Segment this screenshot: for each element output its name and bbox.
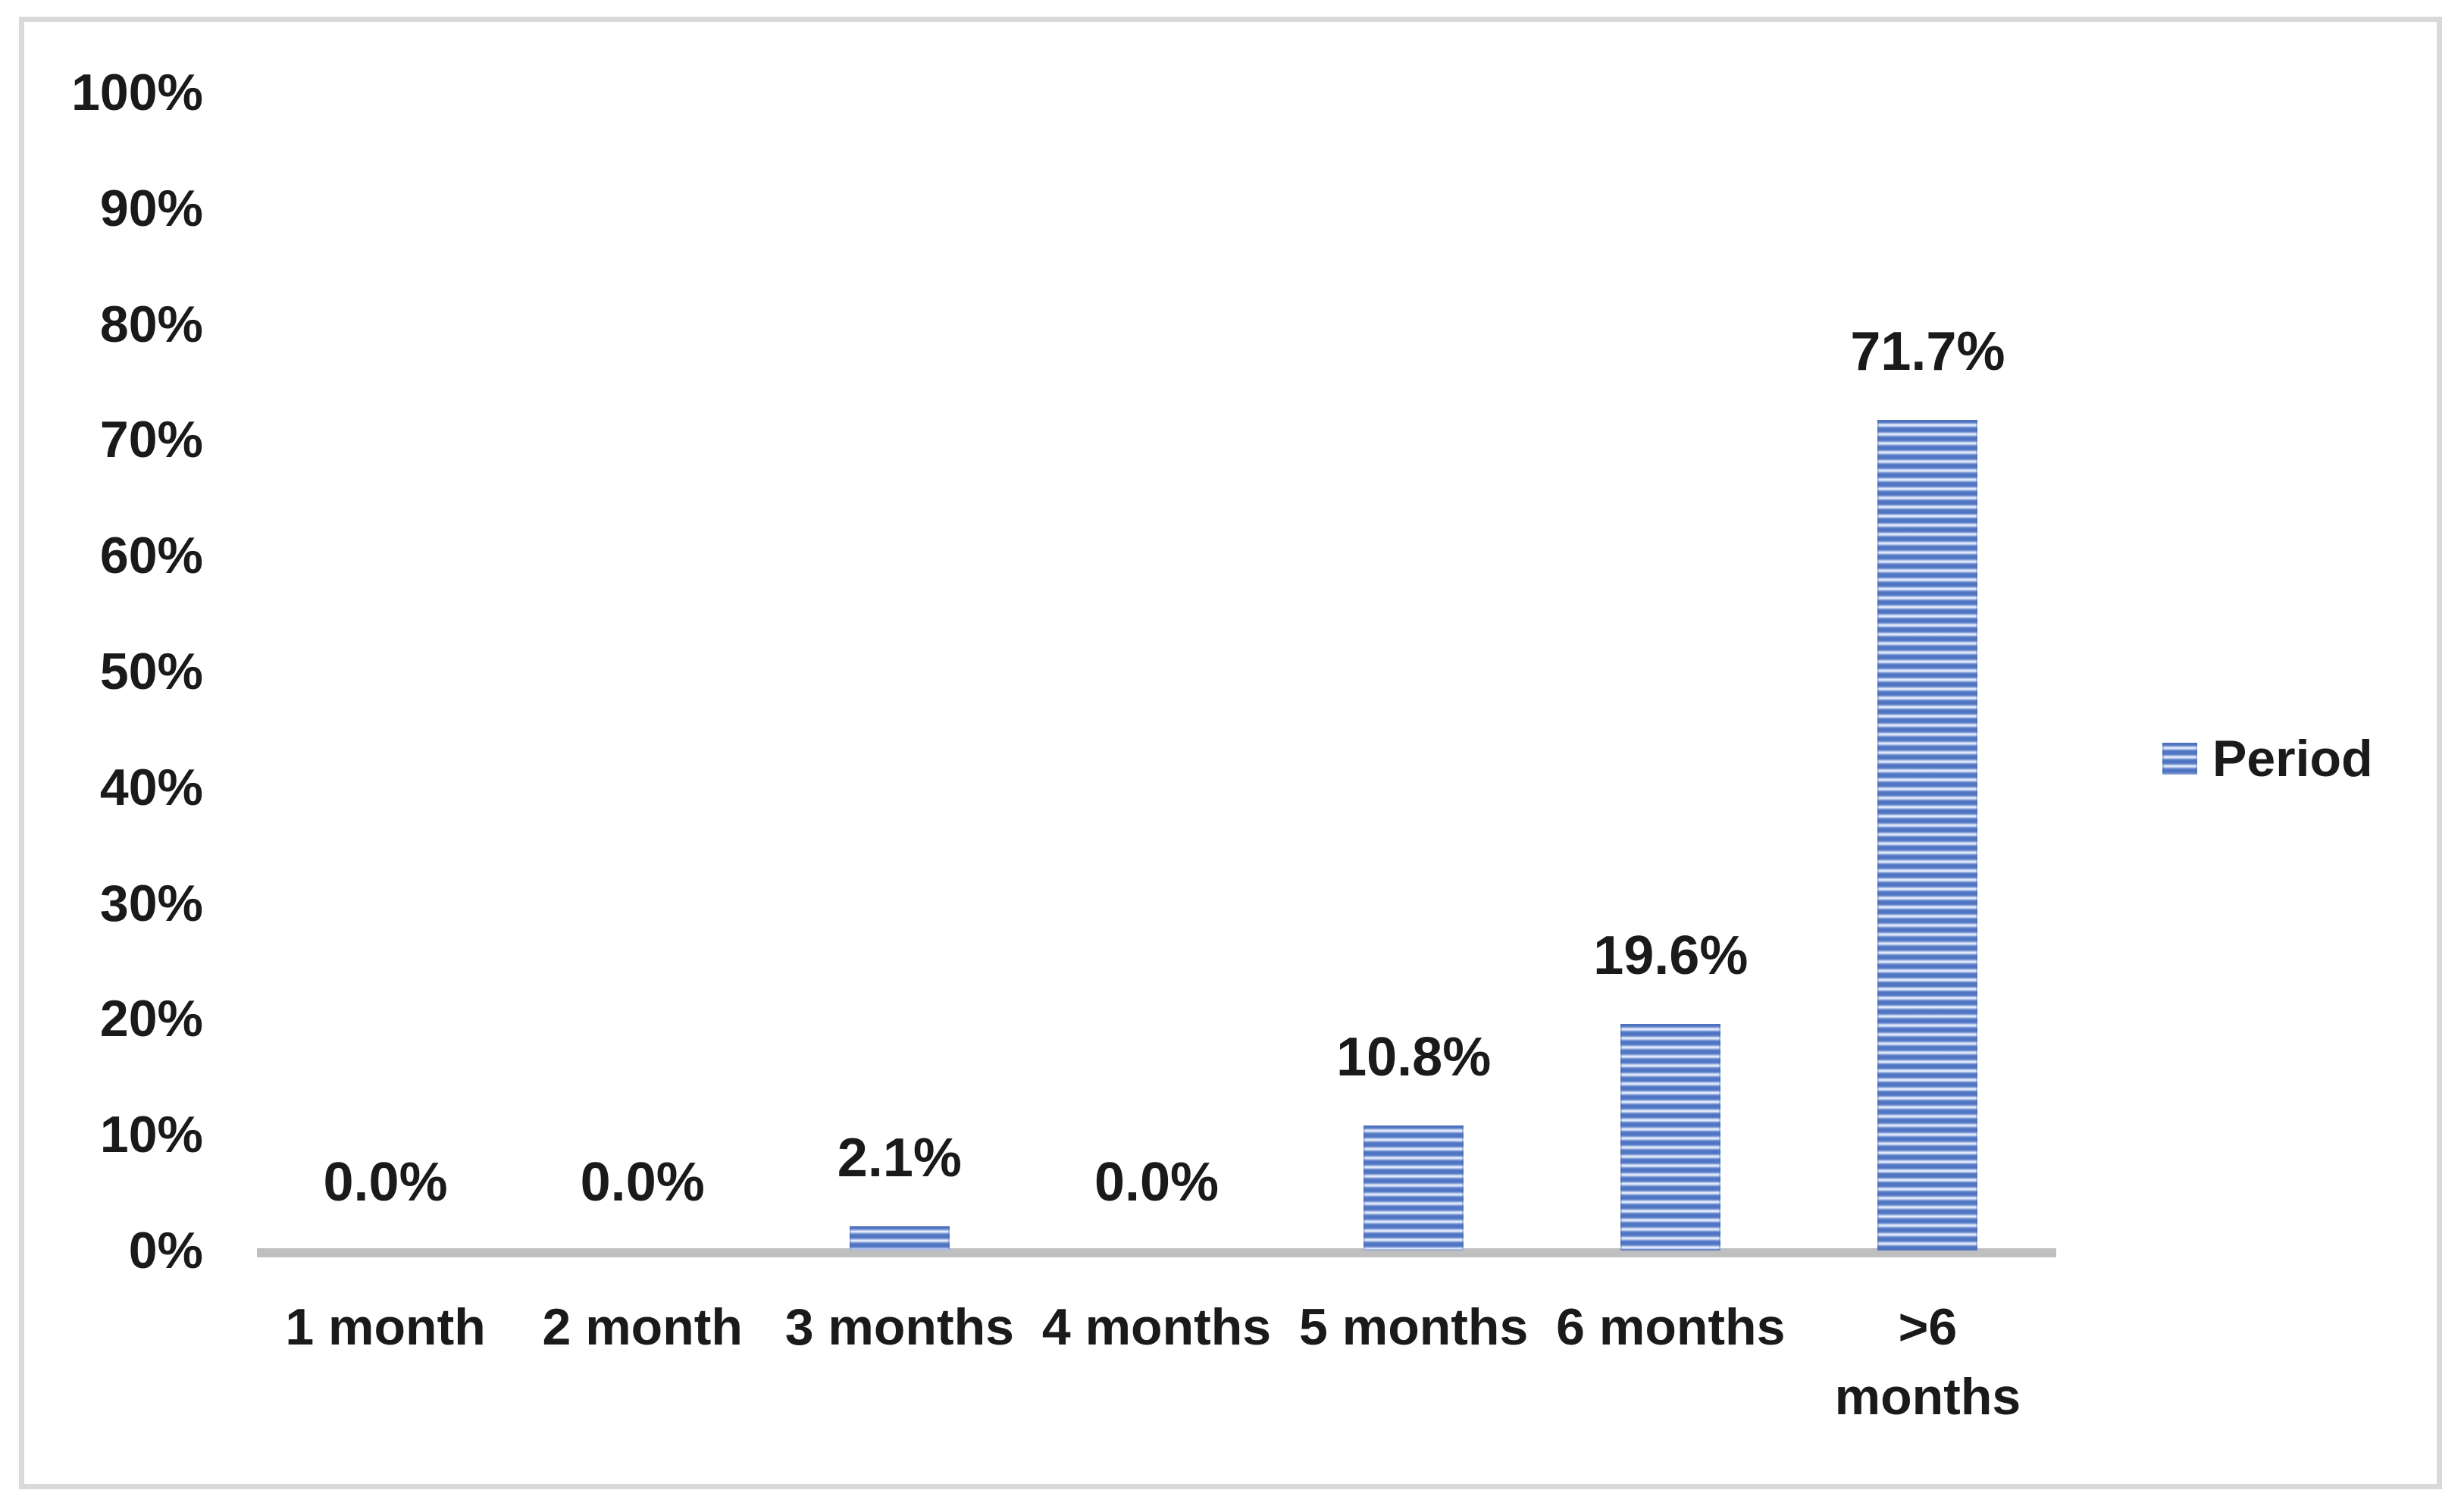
data-label-6-months: 19.6%: [1593, 925, 1749, 986]
x-axis-line: [257, 1248, 2056, 1257]
y-axis-tick-30: 30%: [99, 874, 203, 932]
y-axis-tick-80: 80%: [99, 295, 203, 353]
x-axis-tick-2-month: 2 month: [542, 1298, 743, 1356]
y-axis-tick-70: 70%: [99, 411, 203, 469]
data-label-5-months: 10.8%: [1336, 1027, 1492, 1088]
bar-6-months: [1620, 1024, 1721, 1251]
bar-3-months: [849, 1226, 950, 1251]
data-label-2-month: 0.0%: [580, 1152, 705, 1213]
x-axis-tick-gt-6-months: >6 months: [1834, 1298, 2021, 1426]
data-label-4-months: 0.0%: [1094, 1152, 1219, 1213]
x-axis-tick-6-months: 6 months: [1556, 1298, 1786, 1356]
y-axis-tick-40: 40%: [99, 758, 203, 816]
y-axis-tick-50: 50%: [99, 643, 203, 700]
x-axis-tick-3-months: 3 months: [784, 1298, 1014, 1356]
y-axis-tick-90: 90%: [99, 179, 203, 237]
legend-swatch-period-icon: [2162, 743, 2197, 775]
y-axis-tick-10: 10%: [99, 1106, 203, 1164]
x-axis-tick-1-month: 1 month: [285, 1298, 486, 1356]
chart-frame-border: [19, 17, 2442, 1489]
legend: Period: [2162, 729, 2373, 788]
y-axis-tick-100: 100%: [71, 64, 203, 121]
y-axis-tick-60: 60%: [99, 527, 203, 585]
bar-gt-6-months: [1877, 420, 1978, 1251]
y-axis-tick-0: 0%: [128, 1222, 203, 1279]
x-axis-tick-4-months: 4 months: [1041, 1298, 1272, 1356]
data-label-gt-6-months: 71.7%: [1850, 321, 2005, 382]
bar-5-months: [1363, 1125, 1464, 1251]
legend-label-period: Period: [2212, 730, 2373, 787]
data-label-3-months: 2.1%: [837, 1128, 962, 1188]
data-label-1-month: 0.0%: [323, 1152, 448, 1213]
x-axis-tick-5-months: 5 months: [1299, 1298, 1529, 1356]
y-axis-tick-20: 20%: [99, 990, 203, 1048]
